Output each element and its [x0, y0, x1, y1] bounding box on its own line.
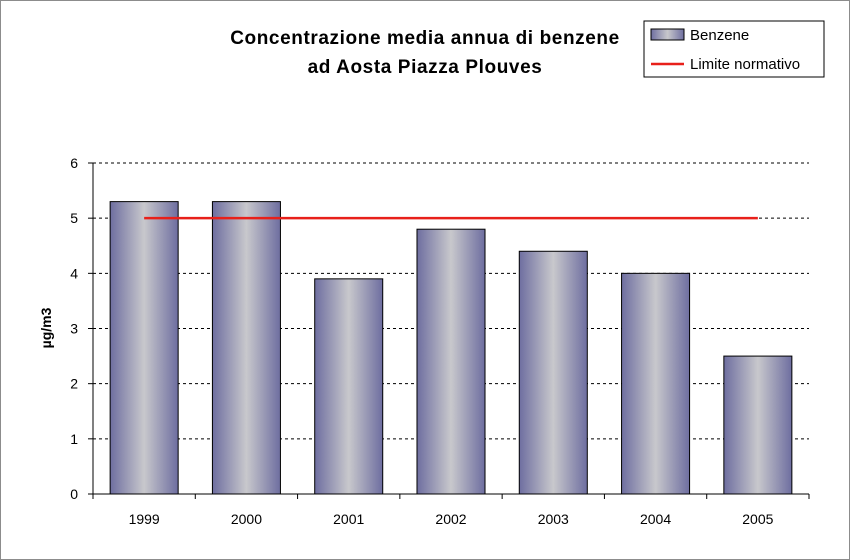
bar-2001: [314, 278, 384, 495]
y-tick-label: 1: [70, 431, 78, 447]
legend-swatch-benzene: [650, 28, 685, 41]
bar-2004: [621, 272, 691, 495]
bar-2005: [723, 355, 793, 495]
y-tick-label: 5: [70, 210, 78, 226]
y-tick-label: 0: [70, 486, 78, 502]
x-tick-label: 2003: [538, 511, 569, 527]
legend: Benzene Limite normativo: [643, 20, 825, 78]
x-tick-label: 2005: [742, 511, 773, 527]
bar-2003: [518, 250, 588, 495]
y-tick-label: 4: [70, 265, 78, 281]
bar-1999: [109, 201, 179, 495]
plot-area: 0 1 2 3 4 5 6 1999 2000 2001 2002 2003 2004 2005: [70, 155, 810, 527]
x-tick-label: 2001: [333, 511, 364, 527]
legend-label-limit: Limite normativo: [690, 56, 800, 73]
y-axis-label: µg/m3: [38, 307, 54, 348]
y-tick-label: 3: [70, 321, 78, 337]
bar-2002: [416, 228, 486, 495]
chart-title-line-2: ad Aosta Piazza Plouves: [308, 57, 543, 78]
x-tick-label: 1999: [129, 511, 160, 527]
x-tick-label: 2004: [640, 511, 671, 527]
legend-label-benzene: Benzene: [690, 27, 749, 44]
y-tick-label: 6: [70, 155, 78, 171]
x-tick-label: 2000: [231, 511, 262, 527]
bar-2000: [211, 201, 281, 495]
y-tick-label: 2: [70, 376, 78, 392]
x-tick-label: 2002: [435, 511, 466, 527]
chart-title-line-1: Concentrazione media annua di benzene: [230, 28, 620, 49]
